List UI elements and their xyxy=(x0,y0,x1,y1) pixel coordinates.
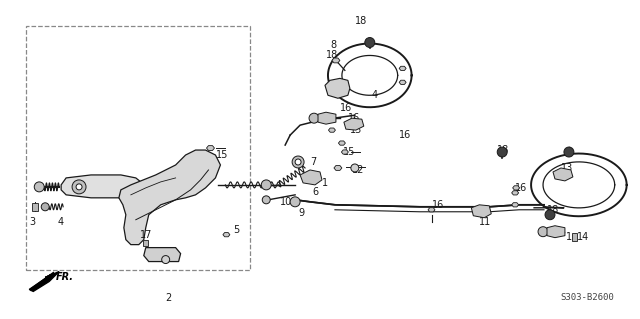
Circle shape xyxy=(497,147,507,157)
Polygon shape xyxy=(328,128,335,132)
Bar xyxy=(143,240,148,246)
Text: 10: 10 xyxy=(280,197,292,207)
Polygon shape xyxy=(341,150,348,154)
Text: 5: 5 xyxy=(234,225,239,235)
Polygon shape xyxy=(399,80,406,85)
Text: 18: 18 xyxy=(355,16,367,26)
Text: 18: 18 xyxy=(547,205,559,215)
Text: 16: 16 xyxy=(348,113,360,123)
Text: 16: 16 xyxy=(515,183,527,193)
Text: 1: 1 xyxy=(322,178,328,188)
Circle shape xyxy=(290,197,300,207)
Polygon shape xyxy=(325,78,350,98)
Polygon shape xyxy=(207,146,214,151)
Circle shape xyxy=(365,38,375,48)
Circle shape xyxy=(261,180,271,190)
Text: 18: 18 xyxy=(497,145,509,155)
Polygon shape xyxy=(547,226,565,238)
Polygon shape xyxy=(332,58,340,63)
Circle shape xyxy=(35,182,44,192)
Polygon shape xyxy=(119,150,220,245)
Polygon shape xyxy=(61,175,141,198)
Polygon shape xyxy=(511,203,518,207)
Text: S303-B2600: S303-B2600 xyxy=(560,293,614,302)
Circle shape xyxy=(309,113,319,123)
Text: 14: 14 xyxy=(577,232,589,242)
Text: 3: 3 xyxy=(29,217,35,227)
Circle shape xyxy=(292,156,304,168)
Bar xyxy=(572,233,577,241)
Polygon shape xyxy=(553,168,573,181)
Text: 18: 18 xyxy=(326,50,338,61)
Circle shape xyxy=(72,180,86,194)
Text: 17: 17 xyxy=(140,230,152,240)
Text: 15: 15 xyxy=(343,147,355,157)
Text: 1: 1 xyxy=(566,232,572,242)
Circle shape xyxy=(162,256,170,263)
Circle shape xyxy=(538,227,548,237)
Text: 2: 2 xyxy=(166,293,172,303)
Text: 4: 4 xyxy=(372,90,378,100)
Circle shape xyxy=(262,196,270,204)
Polygon shape xyxy=(511,191,518,195)
Text: FR.: FR. xyxy=(56,272,74,283)
Text: 13: 13 xyxy=(561,163,573,173)
Text: 11: 11 xyxy=(479,217,492,227)
Polygon shape xyxy=(223,233,230,237)
Circle shape xyxy=(76,184,82,190)
Circle shape xyxy=(564,147,574,157)
Text: 12: 12 xyxy=(352,165,364,175)
Text: 16: 16 xyxy=(340,103,352,113)
Polygon shape xyxy=(471,205,492,218)
Polygon shape xyxy=(144,248,180,262)
Text: 16: 16 xyxy=(431,200,444,210)
Circle shape xyxy=(295,159,301,165)
Polygon shape xyxy=(513,186,520,190)
Polygon shape xyxy=(344,118,364,130)
Text: 13: 13 xyxy=(350,125,362,135)
Bar xyxy=(32,203,38,211)
Text: 8: 8 xyxy=(330,41,336,50)
Polygon shape xyxy=(334,166,342,170)
Polygon shape xyxy=(428,208,435,212)
Text: 7: 7 xyxy=(310,157,316,167)
Polygon shape xyxy=(29,271,59,292)
Polygon shape xyxy=(399,66,406,70)
Polygon shape xyxy=(300,170,322,185)
Polygon shape xyxy=(339,141,346,145)
Circle shape xyxy=(545,210,555,220)
Circle shape xyxy=(351,164,359,172)
Bar xyxy=(26,26,250,270)
Text: 9: 9 xyxy=(298,208,304,218)
Text: 4: 4 xyxy=(57,217,63,227)
Text: 15: 15 xyxy=(216,150,228,160)
Text: 6: 6 xyxy=(312,187,318,197)
Circle shape xyxy=(41,203,49,211)
Text: 16: 16 xyxy=(399,130,411,140)
Polygon shape xyxy=(318,112,336,124)
